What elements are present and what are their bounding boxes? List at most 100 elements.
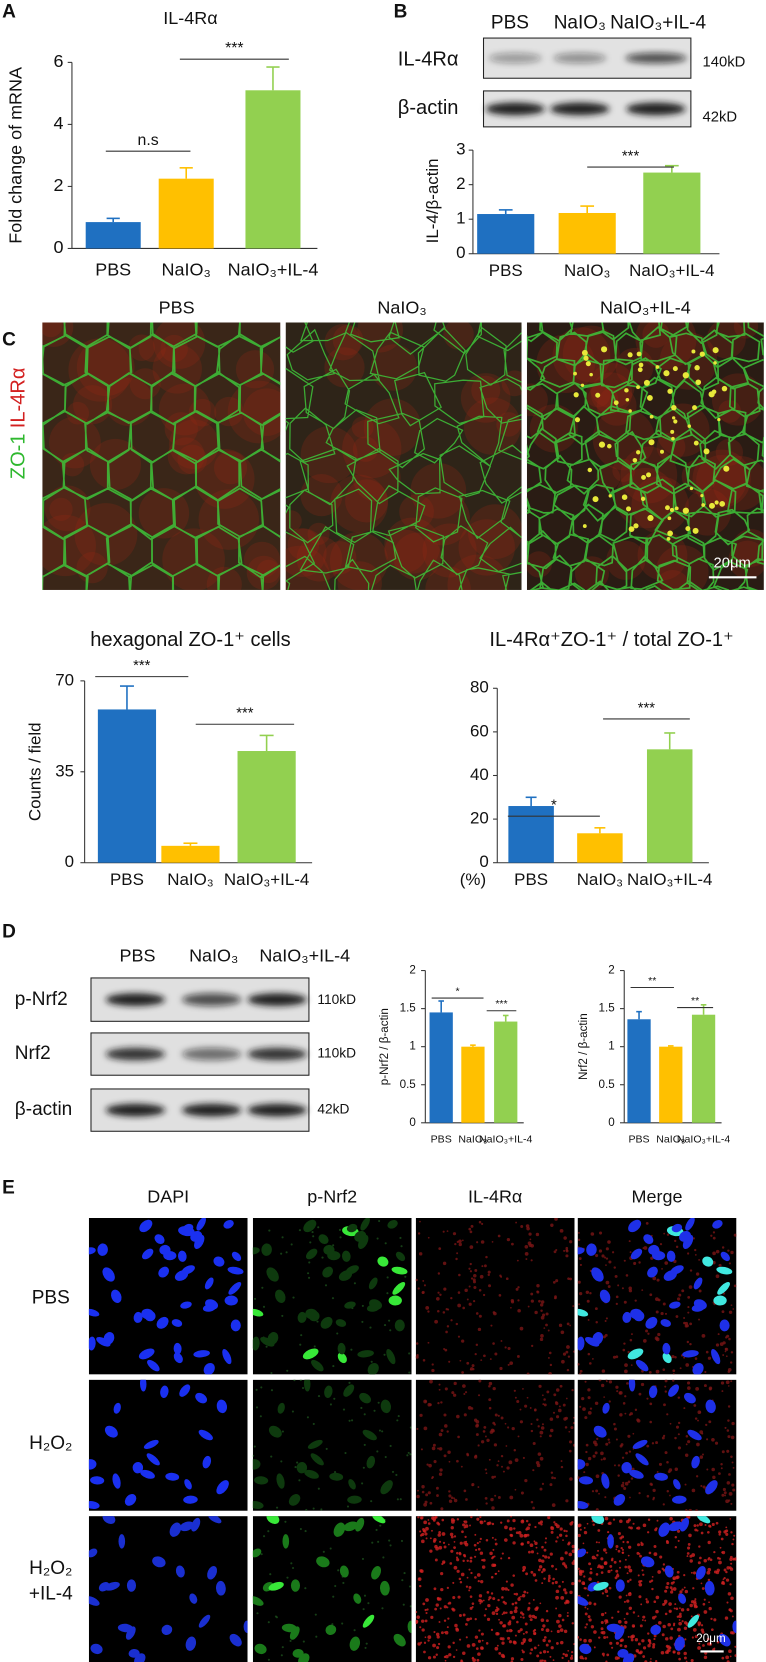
stain-speck (560, 1465, 564, 1469)
stain-speck (286, 1369, 289, 1372)
stain-speck (512, 1574, 515, 1577)
nucleus (182, 1223, 194, 1233)
nucleus (577, 1548, 587, 1558)
stain-speck (363, 1443, 366, 1446)
stain-speck (415, 1278, 418, 1282)
stain-speck (673, 1622, 676, 1625)
stain-speck (290, 1243, 293, 1246)
nucleus (647, 1266, 658, 1278)
stain-speck (491, 1522, 495, 1526)
stain-speck (360, 1406, 363, 1410)
stain-speck (510, 1583, 514, 1587)
nucleus (169, 1522, 182, 1537)
stain-speck (612, 1518, 616, 1521)
stain-speck (555, 1568, 558, 1571)
stain-speck (550, 1530, 554, 1534)
nucleus (599, 1289, 611, 1303)
stain-speck (465, 1636, 468, 1639)
stain-speck (713, 1551, 716, 1554)
significance-label: *** (638, 700, 656, 716)
stain-speck (536, 1290, 540, 1294)
stain-speck (630, 1635, 634, 1639)
stain-speck (383, 1353, 386, 1356)
stain-speck (565, 1534, 568, 1538)
stain-speck (361, 1304, 364, 1307)
stain-speck (726, 1601, 729, 1604)
nucleus (684, 1392, 696, 1404)
stain-speck (476, 1658, 480, 1662)
stain-speck (712, 1251, 716, 1256)
stain-speck (425, 1306, 430, 1310)
stain-speck (727, 1385, 730, 1387)
nucleus (682, 1350, 699, 1358)
stain-speck (509, 1610, 513, 1615)
stain-speck (542, 1313, 546, 1317)
stain-speck (604, 1516, 609, 1521)
stain-speck (625, 1274, 629, 1277)
micrograph (415, 1516, 575, 1662)
stain-speck (509, 1495, 514, 1500)
stain-speck (600, 1458, 603, 1461)
stain-speck (686, 1340, 690, 1344)
stain-speck (592, 1523, 595, 1526)
stain-speck (665, 1644, 669, 1648)
stain-speck (607, 1569, 611, 1574)
stain-speck (507, 1621, 512, 1626)
y-axis-label: Counts / field (25, 722, 44, 821)
stain-speck (519, 1420, 524, 1424)
stain-speck (703, 1598, 706, 1601)
stain-speck (507, 1346, 511, 1351)
stain-speck (677, 1627, 681, 1632)
stain-speck (533, 1408, 537, 1412)
stain-speck (606, 1380, 608, 1383)
stain-speck (333, 1397, 336, 1400)
stain-speck (418, 1577, 421, 1580)
stain-speck (725, 1380, 730, 1385)
stain-speck (549, 1655, 552, 1658)
significance-label: ** (691, 995, 699, 1007)
stain-speck (628, 1289, 633, 1293)
stain-speck (507, 1636, 511, 1640)
stain-speck (384, 1242, 387, 1245)
stain-speck (526, 1226, 530, 1231)
stain-speck (602, 1654, 605, 1657)
stain-speck (456, 1558, 460, 1562)
stain-speck (603, 1396, 606, 1398)
stain-blob (467, 504, 522, 559)
stain-speck (562, 1562, 566, 1566)
stain-speck (552, 1659, 555, 1661)
stain-blob (460, 373, 511, 423)
nucleus (179, 1384, 191, 1397)
stain-speck (484, 1435, 487, 1438)
stain-blob (128, 334, 155, 361)
stain-speck (480, 1599, 484, 1603)
micrograph-bg (415, 1217, 575, 1375)
stain-speck (539, 1602, 542, 1605)
stain-speck (507, 1588, 510, 1592)
stain-speck (703, 1558, 707, 1563)
nucleus (207, 1565, 218, 1580)
stain-speck (564, 1591, 568, 1595)
stain-speck (585, 1462, 589, 1467)
stain-speck (641, 1289, 644, 1292)
nucleus (126, 1579, 137, 1592)
stain-speck (572, 1421, 575, 1425)
stain-speck (538, 1565, 543, 1569)
nucleus (593, 1581, 609, 1591)
stain-speck (477, 1639, 481, 1643)
nucleus (179, 1521, 194, 1532)
bar (691, 1014, 716, 1123)
stain-speck (482, 1599, 485, 1602)
stain-speck (593, 1646, 596, 1649)
stain-speck (647, 1332, 650, 1335)
nucleus (198, 1429, 213, 1441)
stain-speck (427, 1310, 430, 1313)
stain-speck (594, 1557, 597, 1560)
stain-speck (555, 1589, 560, 1594)
error-bar (700, 1004, 707, 1015)
stain-speck (579, 1372, 582, 1375)
stain-speck (585, 1443, 589, 1447)
stain-speck (725, 1655, 730, 1660)
stain-speck (419, 1220, 421, 1223)
stain-speck (685, 1443, 688, 1446)
